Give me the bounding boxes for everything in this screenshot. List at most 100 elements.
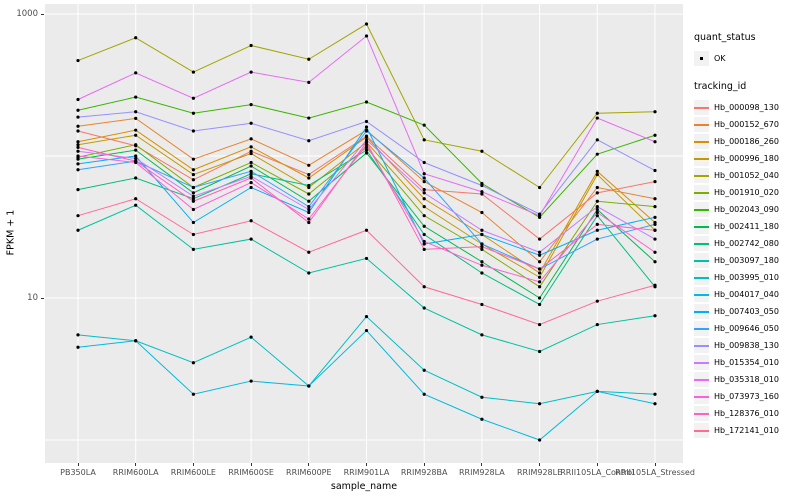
data-point bbox=[364, 135, 369, 139]
data-point bbox=[134, 110, 138, 114]
legend-key-box bbox=[694, 100, 709, 115]
legend-line-swatch bbox=[694, 243, 709, 245]
legend-item: Hb_009838_130 bbox=[694, 337, 779, 354]
legend-line-swatch bbox=[694, 294, 709, 296]
legend-line-swatch bbox=[694, 226, 709, 228]
data-point bbox=[480, 333, 484, 337]
data-point bbox=[191, 178, 195, 182]
data-point bbox=[538, 349, 542, 354]
data-point bbox=[191, 96, 195, 100]
data-point bbox=[249, 169, 253, 173]
data-point bbox=[191, 392, 195, 396]
data-point bbox=[480, 192, 484, 196]
legend-key-box bbox=[694, 134, 709, 149]
legend-item-label: Hb_002043_090 bbox=[714, 205, 779, 214]
x-tick-label: RRII105LA_Control bbox=[560, 468, 635, 477]
data-point bbox=[595, 199, 599, 203]
legend-item-label: Hb_015354_010 bbox=[714, 358, 779, 367]
data-point bbox=[595, 205, 599, 209]
data-point bbox=[538, 260, 542, 264]
legend-line-swatch bbox=[694, 311, 709, 313]
data-point bbox=[191, 220, 195, 225]
data-point bbox=[653, 168, 657, 173]
legend-item: Hb_002043_090 bbox=[694, 201, 779, 218]
legend-item: Hb_001910_020 bbox=[694, 184, 779, 201]
data-point bbox=[653, 402, 657, 406]
legend-item-label: Hb_009838_130 bbox=[714, 341, 779, 350]
data-point bbox=[191, 199, 195, 203]
data-point bbox=[134, 203, 138, 207]
x-tick-mark bbox=[481, 463, 483, 466]
legend-item-label: Hb_003995_010 bbox=[714, 273, 779, 282]
data-point bbox=[134, 36, 138, 40]
legend-line-swatch bbox=[694, 124, 709, 126]
legend-item-label: Hb_035318_010 bbox=[714, 375, 779, 384]
data-point bbox=[480, 395, 484, 399]
data-point bbox=[653, 250, 657, 254]
data-point bbox=[480, 190, 484, 194]
data-point bbox=[538, 275, 542, 279]
legend-line-swatch bbox=[694, 260, 709, 262]
data-point bbox=[538, 214, 542, 218]
x-axis-title: sample_name bbox=[330, 481, 398, 492]
data-point bbox=[191, 194, 195, 198]
legend-key-box bbox=[694, 219, 709, 234]
data-point bbox=[653, 237, 657, 241]
data-point bbox=[538, 302, 542, 307]
data-point bbox=[249, 185, 253, 190]
data-point bbox=[422, 180, 426, 184]
legend-item: Hb_073973_160 bbox=[694, 388, 779, 405]
legend-line-swatch bbox=[694, 158, 709, 160]
data-point bbox=[76, 228, 80, 232]
data-point bbox=[653, 140, 657, 144]
data-point bbox=[76, 129, 80, 133]
data-point bbox=[191, 70, 195, 74]
data-point bbox=[480, 210, 484, 215]
data-point bbox=[653, 110, 657, 114]
data-point bbox=[480, 271, 484, 275]
legend-key-box bbox=[694, 321, 709, 336]
data-point bbox=[76, 97, 80, 102]
legend-item-label: Hb_001910_020 bbox=[714, 188, 779, 197]
legend-title-quant-status: quant_status bbox=[694, 32, 756, 43]
data-point bbox=[191, 232, 195, 237]
data-point bbox=[76, 58, 80, 63]
data-point bbox=[307, 57, 311, 61]
legend-item: Hb_172141_010 bbox=[694, 422, 779, 439]
x-tick-mark bbox=[77, 463, 79, 466]
data-point bbox=[191, 129, 195, 133]
data-point bbox=[307, 271, 311, 275]
data-point bbox=[538, 280, 542, 284]
data-point bbox=[538, 271, 542, 275]
legend-line-swatch bbox=[694, 396, 709, 398]
data-point bbox=[422, 123, 426, 127]
legend-key-box bbox=[694, 355, 709, 370]
x-tick-mark bbox=[654, 463, 656, 466]
data-point bbox=[76, 214, 80, 218]
data-point bbox=[653, 283, 657, 287]
data-point bbox=[76, 154, 80, 158]
data-point bbox=[595, 172, 599, 177]
legend-line-swatch bbox=[694, 362, 709, 364]
y-tick-label: 1000 bbox=[16, 9, 38, 19]
data-point bbox=[422, 187, 426, 192]
data-point bbox=[307, 192, 311, 196]
data-point bbox=[595, 299, 599, 303]
data-point bbox=[191, 197, 195, 201]
data-point bbox=[76, 187, 80, 192]
data-point bbox=[249, 237, 253, 241]
data-point bbox=[422, 160, 426, 165]
data-point bbox=[307, 172, 311, 177]
data-point bbox=[249, 219, 253, 223]
legend-item-label: Hb_000098_130 bbox=[714, 103, 779, 112]
legend-key-box bbox=[694, 236, 709, 251]
data-point bbox=[422, 176, 426, 180]
legend-key-box bbox=[694, 117, 709, 132]
data-point bbox=[653, 392, 657, 396]
legend-item-label: Hb_002411_180 bbox=[714, 222, 779, 231]
data-point bbox=[191, 168, 195, 172]
legend-key-box bbox=[694, 287, 709, 302]
data-point bbox=[76, 143, 80, 147]
legend-line-swatch bbox=[694, 430, 709, 432]
data-point bbox=[76, 115, 80, 119]
